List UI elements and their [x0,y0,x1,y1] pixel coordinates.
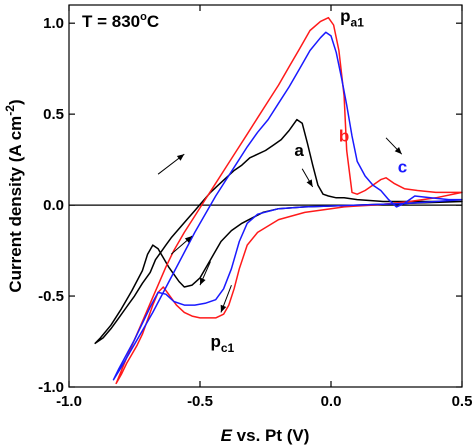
y-tick-label: 0.5 [43,106,64,123]
x-tick-label: 0.5 [452,393,473,410]
sweep-direction-arrow [301,168,314,188]
series-line-a [94,118,463,345]
curve-label-c: c [398,157,407,176]
curve-label-b: b [339,126,349,145]
series-layer [94,16,463,385]
curve-label-a: a [294,141,304,160]
x-tick-label: -0.5 [187,393,213,410]
y-tick-label: 0.0 [43,197,64,214]
y-tick-label: -0.5 [38,288,64,305]
y-axis-title: Current density (A cm-2) [3,99,25,292]
x-axis-title: E vs. Pt (V) [221,426,310,445]
series-line-b [115,16,463,385]
tick-layer: -1.0 -0.5 0.0 0.5 -1.0 -0.5 0.0 0.5 1.0 [38,5,472,410]
sweep-direction-arrow [199,261,211,286]
series-line-c [112,31,463,381]
curve-label-pa1: pa1 [340,6,364,29]
curve-label-layer: a b c pa1 pc1 [210,6,407,355]
sweep-direction-arrow [157,153,185,175]
sweep-direction-arrow [220,284,232,313]
temperature-annotation: T = 830oC [82,11,159,31]
x-tick-label: 0.0 [321,393,342,410]
x-tick-label: -1.0 [56,393,82,410]
plot-frame [68,4,463,388]
y-tick-label: 1.0 [43,15,64,32]
curve-label-pc1: pc1 [210,332,234,355]
y-tick-label: -1.0 [38,379,64,396]
sweep-direction-arrow [170,235,193,255]
arrow-layer [157,137,403,313]
sweep-direction-arrow [385,137,403,155]
